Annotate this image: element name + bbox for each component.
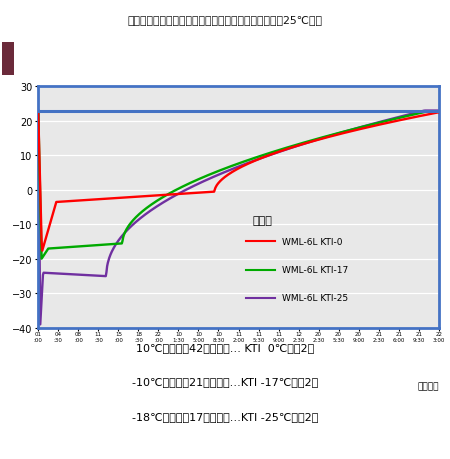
Text: ボックス：KTB-WML-6L: ボックス：KTB-WML-6L [18, 50, 199, 69]
Text: 「キープサーモアイス」と併用した場合の保冷能力（25℃時）: 「キープサーモアイス」と併用した場合の保冷能力（25℃時） [127, 15, 323, 24]
FancyBboxPatch shape [2, 43, 13, 76]
Text: -18℃以下をゴ17時間維持…KTI -25℃用　2個: -18℃以下をゴ17時間維持…KTI -25℃用 2個 [132, 411, 318, 421]
Text: -10℃以下をゴ21時間維持…KTI -17℃用　2個: -10℃以下をゴ21時間維持…KTI -17℃用 2個 [132, 376, 318, 386]
Text: WML-6L KTI-17: WML-6L KTI-17 [282, 265, 348, 274]
Text: 恒温室: 恒温室 [253, 216, 273, 226]
Text: WML-6L KTI-0: WML-6L KTI-0 [282, 237, 342, 246]
Text: 10℃以下をゴ42時間維持… KTI  0℃用　2個: 10℃以下をゴ42時間維持… KTI 0℃用 2個 [136, 342, 314, 352]
Text: WML-6L KTI-25: WML-6L KTI-25 [282, 294, 348, 303]
Text: 経過時間: 経過時間 [417, 381, 439, 390]
